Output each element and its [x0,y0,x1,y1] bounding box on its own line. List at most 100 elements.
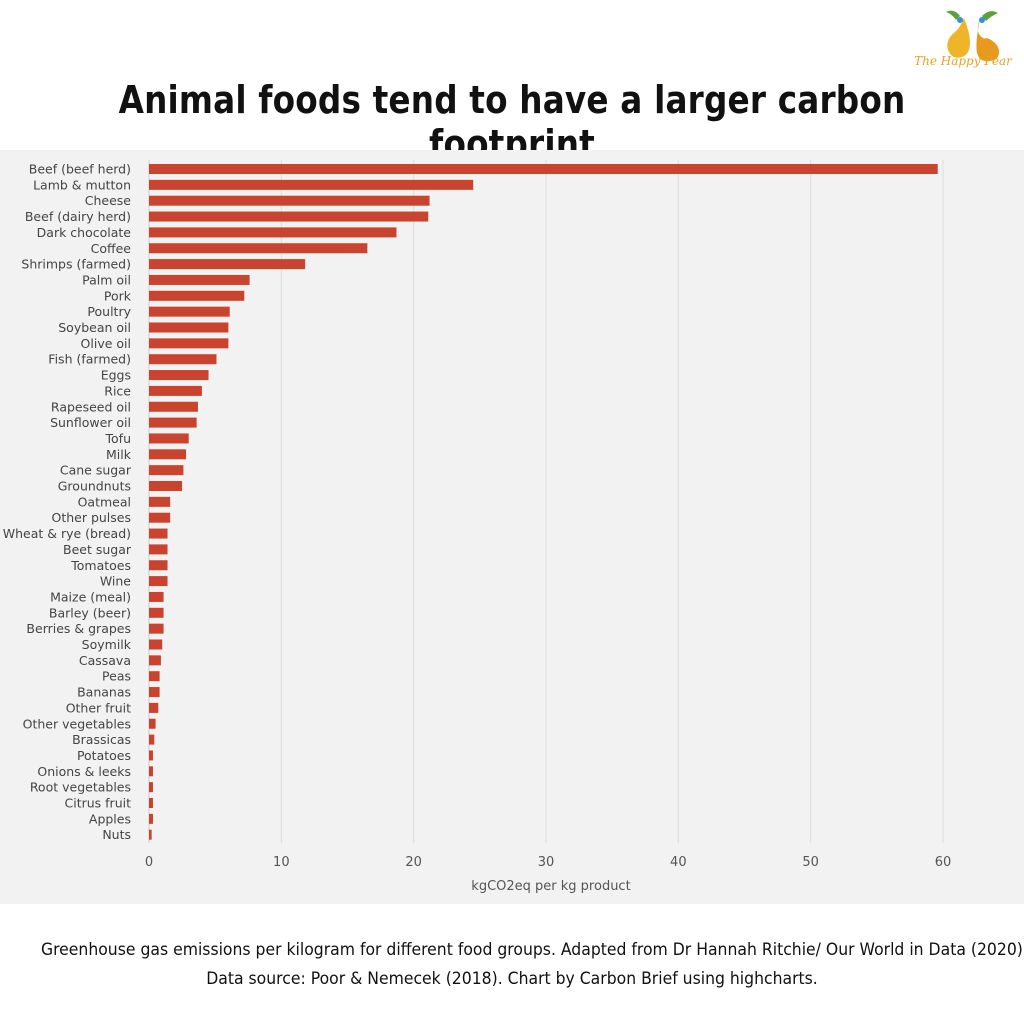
bar [149,306,230,317]
bar [149,560,168,571]
bar [149,401,198,412]
category-label: Lamb & mutton [33,177,131,192]
category-label: Coffee [91,241,132,256]
category-label: Berries & grapes [26,621,131,636]
category-label: Sunflower oil [50,415,131,430]
bar [149,591,164,602]
category-label: Cassava [79,653,131,668]
bar [149,782,153,793]
category-label: Olive oil [81,336,131,351]
category-label: Tofu [105,431,131,446]
category-label: Beef (beef herd) [29,162,131,177]
bar [149,338,229,349]
bar [149,671,160,682]
bar [149,179,474,190]
bar [149,655,161,666]
category-label: Soymilk [82,637,132,652]
category-label: Eggs [101,368,131,383]
bar [149,417,197,428]
category-label: Groundnuts [58,479,131,494]
x-tick-label: 50 [802,855,819,870]
category-label: Shrimps (farmed) [21,257,131,272]
category-label: Bananas [77,685,131,700]
bar [149,259,306,270]
category-label: Milk [106,447,132,462]
category-label: Tomatoes [70,558,131,573]
bar [149,576,168,587]
chart-panel: 0 10 20 30 40 50 60 Beef (beef herd) Lamb & mutt… [0,150,1024,904]
bar [149,322,229,333]
category-label: Other pulses [51,510,131,525]
category-label: Dark chocolate [37,225,132,240]
bar [149,354,217,365]
bar [149,544,168,555]
caption-line-2: Data source: Poor & Nemecek (2018). Char… [206,969,818,989]
category-label: Soybean oil [58,320,131,335]
category-label: Pork [104,288,132,303]
bar [149,164,938,174]
category-label: Other vegetables [23,716,131,731]
category-label: Root vegetables [30,780,131,795]
category-label: Other fruit [66,700,131,715]
bar [149,211,429,222]
x-tick-label: 0 [145,855,153,870]
x-tick-label: 60 [935,855,952,870]
category-label: Wine [100,574,131,589]
bar [149,370,209,381]
category-label: Peas [102,669,131,684]
bar [149,528,168,539]
bar [149,734,155,745]
bar [149,290,245,301]
caption-line-1: Greenhouse gas emissions per kilogram fo… [40,940,1023,960]
x-axis-title: kgCO2eq per kg product [471,879,630,894]
bar [149,465,184,476]
category-label: Beef (dairy herd) [25,209,131,224]
category-label: Oatmeal [78,494,131,509]
bar-chart: 0 10 20 30 40 50 60 Beef (beef herd)Lamb & mutt… [3,160,952,894]
category-label: Rapeseed oil [51,399,131,414]
category-label: Barley (beer) [49,605,131,620]
category-label: Fish (farmed) [48,352,131,367]
category-label: Palm oil [82,272,131,287]
category-label: Citrus fruit [65,796,132,811]
bar [149,274,250,285]
bar [149,607,164,618]
bar [149,766,153,777]
category-label: Nuts [102,827,131,842]
x-tick-label: 20 [405,855,422,870]
bar [149,687,160,698]
category-label: Maize (meal) [50,589,131,604]
bar [149,433,189,444]
x-tick-label: 30 [538,855,555,870]
category-label: Potatoes [77,748,131,763]
bar [149,750,153,761]
x-tick-label: 10 [273,855,290,870]
bar [149,449,187,460]
bar [149,639,163,650]
category-label: Brassicas [72,732,131,747]
category-label: Beet sugar [63,542,132,557]
chart-title: Animal foods tend to have a larger carbo… [118,78,906,166]
category-label: Rice [104,383,131,398]
category-label: Poultry [87,304,131,319]
bar [149,702,159,713]
chart-caption: Greenhouse gas emissions per kilogram fo… [0,936,1024,994]
bar [149,227,397,238]
bar [149,496,171,507]
bar [149,512,171,523]
category-label: Onions & leeks [37,764,131,779]
bar [149,481,183,491]
category-label: Wheat & rye (bread) [3,526,131,541]
bar [149,243,368,254]
pear-icon [946,10,1000,62]
bar [149,829,152,840]
category-label: Cane sugar [60,463,132,478]
category-label: Apples [89,811,131,826]
bar [149,798,153,808]
logo-text: The Happy Pear [914,54,1012,68]
bar [149,195,430,206]
x-tick-label: 40 [670,855,687,870]
bar [149,813,153,824]
bar [149,385,202,396]
bar [149,623,164,634]
